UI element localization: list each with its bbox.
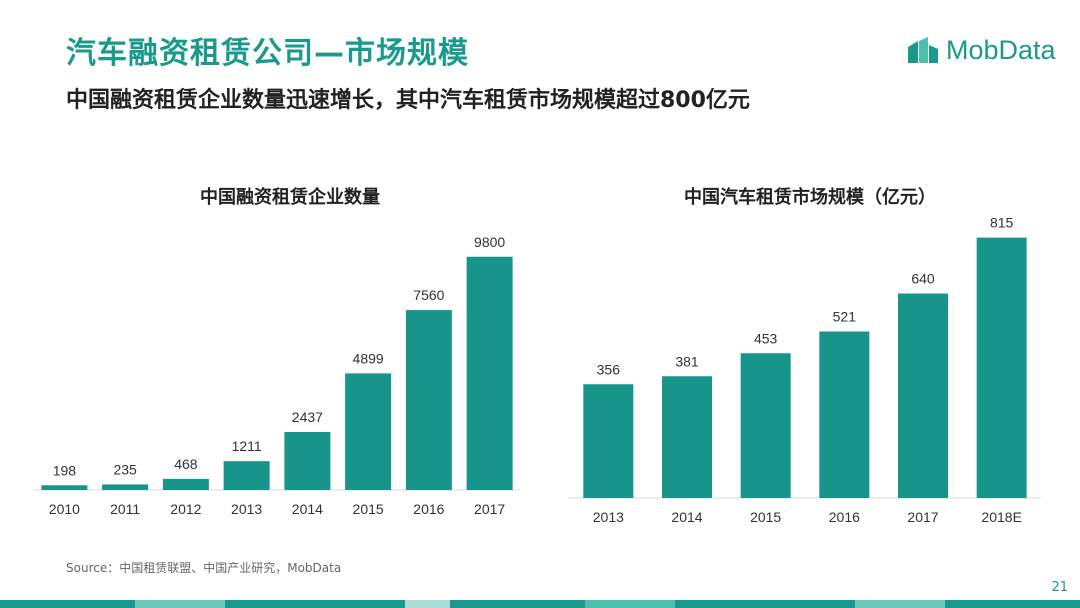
right-chart-title: 中国汽车租赁市场规模（亿元） [684, 187, 936, 208]
right-chart-data-label: 815 [990, 215, 1014, 231]
page-number: 21 [1051, 580, 1068, 595]
left-chart-data-label: 7560 [413, 287, 444, 303]
right-chart-x-tick-label: 2016 [829, 509, 860, 525]
left-chart-x-tick-label: 2010 [49, 501, 80, 517]
left-chart-x-tick-label: 2015 [353, 501, 384, 517]
right-chart-data-label: 640 [911, 271, 935, 287]
left-chart-bar-2015 [345, 373, 392, 490]
left-chart-title: 中国融资租赁企业数量 [200, 187, 380, 208]
left-chart-bar-2012 [162, 478, 209, 490]
right-chart-bar-2016 [819, 331, 870, 498]
left-chart-data-label: 1211 [232, 438, 262, 454]
footer-band [0, 600, 1080, 608]
left-chart-x-tick-label: 2013 [231, 501, 262, 517]
left-chart-data-label: 235 [113, 461, 137, 477]
right-chart-data-label: 356 [597, 361, 621, 377]
left-chart-x-tick-label: 2012 [170, 501, 201, 517]
left-chart-bar-2017 [466, 256, 513, 490]
page-title: 汽车融资租赁公司—市场规模 [66, 36, 469, 71]
source-note: Source：中国租赁联盟、中国产业研究，MobData [66, 561, 342, 575]
left-chart-x-tick-label: 2014 [292, 501, 323, 517]
right-chart-bar-2017 [898, 293, 948, 498]
left-chart-x-tick-label: 2016 [413, 501, 444, 517]
right-chart-bar-2013 [583, 384, 634, 498]
left-chart-data-label: 9800 [474, 234, 505, 250]
right-chart-x-tick-label: 2013 [593, 509, 624, 525]
left-chart-data-label: 4899 [353, 350, 384, 366]
left-chart-bar-2011 [102, 484, 149, 490]
logo-text: MobData [946, 34, 1056, 65]
left-chart-bar-2010 [41, 485, 88, 490]
left-chart-x-tick-label: 2011 [110, 501, 140, 517]
right-chart-bar-2015 [740, 353, 791, 498]
mobdata-logo: MobData [908, 32, 1056, 68]
left-chart-data-label: 198 [53, 462, 77, 478]
right-chart-x-tick-label: 2015 [750, 509, 781, 525]
left-chart-bar-2016 [405, 310, 452, 490]
right-chart-x-tick-label: 2017 [907, 509, 938, 525]
left-chart-data-label: 2437 [292, 409, 323, 425]
left-chart-x-tick-label: 2017 [474, 501, 505, 517]
mobdata-logo-icon [908, 37, 938, 63]
right-chart-bar-2018E [976, 237, 1027, 498]
left-chart-data-label: 468 [174, 456, 198, 472]
right-chart-bar-2014 [662, 376, 712, 498]
left-chart-bar-2014 [284, 431, 331, 490]
right-chart-x-tick-label: 2018E [981, 509, 1021, 525]
page-subtitle: 中国融资租赁企业数量迅速增长，其中汽车租赁市场规模超过800亿元 [66, 88, 750, 113]
right-chart-data-label: 521 [833, 309, 857, 325]
right-chart-data-label: 381 [675, 353, 699, 369]
right-chart-data-label: 453 [754, 330, 778, 346]
left-chart-bar-2013 [223, 461, 270, 490]
right-chart-x-tick-label: 2014 [671, 509, 702, 525]
